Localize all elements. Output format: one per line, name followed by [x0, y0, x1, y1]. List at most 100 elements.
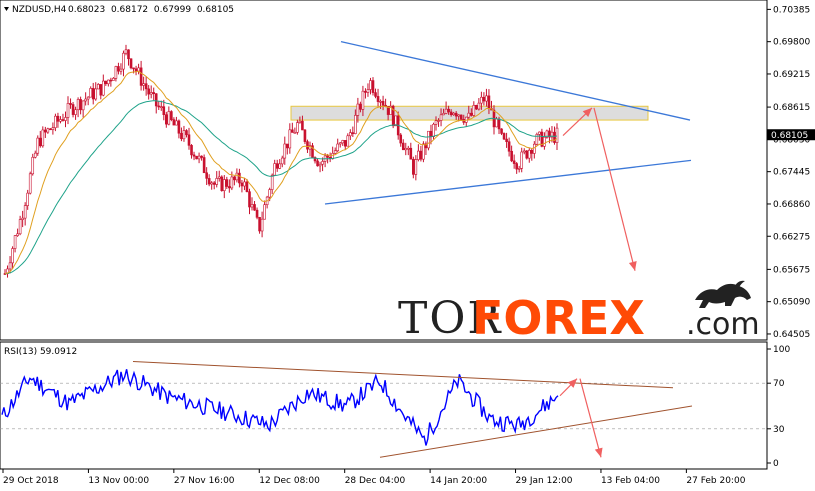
candle-body [311, 145, 314, 158]
candle-body [338, 142, 342, 145]
candle-body [406, 147, 410, 150]
candle-body [170, 111, 173, 120]
candle-body [180, 132, 183, 140]
candle-body [316, 160, 319, 167]
time-tick-label: 27 Nov 16:00 [174, 476, 235, 486]
candle-body [230, 176, 234, 189]
candle-body [49, 128, 52, 131]
bull-icon [695, 280, 751, 308]
torforex-logo: TOR FOREX .com [398, 280, 760, 345]
candle-body [412, 158, 415, 175]
candle-body [480, 96, 483, 104]
candle-body [66, 103, 70, 118]
candle-body [525, 150, 529, 159]
candle-body [318, 163, 322, 167]
candle-body [31, 156, 35, 175]
time-tick-label: 28 Dec 04:00 [345, 476, 406, 486]
candle-body [548, 130, 551, 138]
candle-body [215, 178, 219, 185]
candle-body [439, 114, 443, 121]
candle-body [16, 233, 19, 236]
price-tick-label: 0.69800 [773, 38, 810, 48]
candle-body [533, 143, 536, 154]
candle-body [235, 172, 239, 181]
candle-body [369, 80, 372, 90]
candle-body [195, 155, 198, 160]
candle-body [434, 120, 438, 125]
candle-body [356, 103, 360, 116]
candle-body [46, 128, 50, 133]
logo-com-text: .com [686, 307, 760, 342]
candle-body [502, 133, 506, 140]
candle-body [59, 119, 62, 122]
candle-body [371, 80, 375, 93]
candle-body [109, 79, 113, 82]
candle-body [286, 143, 289, 149]
candle-body [210, 182, 213, 185]
candle-body [475, 105, 478, 110]
candle-body [8, 262, 12, 270]
candle-body [200, 155, 203, 158]
candle-body [76, 99, 80, 111]
moving-average-fast [4, 70, 558, 275]
candle-body [260, 218, 264, 232]
candle-body [28, 173, 32, 194]
candle-body [159, 106, 163, 108]
candle-body [250, 204, 254, 208]
candle-body [149, 92, 153, 95]
candle-body [343, 140, 347, 147]
time-tick-label: 27 Feb 20:00 [686, 476, 745, 486]
time-tick-label: 12 Dec 08:00 [259, 476, 320, 486]
candle-body [278, 163, 282, 169]
current-price-value: 0.68105 [771, 131, 808, 141]
candle-body [477, 102, 481, 110]
candle-body [424, 143, 428, 149]
candle-body [144, 83, 148, 90]
candle-body [505, 138, 508, 143]
candle-body [86, 96, 90, 100]
candle-body [182, 130, 186, 140]
forecast-arrowhead [628, 261, 637, 271]
forecast-arrowhead [582, 107, 592, 118]
rsi-lower-trendline [379, 405, 693, 458]
candle-body [41, 129, 45, 147]
forecast-arrows [562, 107, 637, 271]
candle-body [507, 141, 511, 152]
candle-body [459, 114, 463, 120]
candle-body [258, 217, 261, 232]
candle-body [81, 100, 85, 111]
candle-body [452, 112, 455, 116]
candle-body [107, 79, 110, 85]
candle-body [444, 108, 448, 114]
forecast-arrowhead [594, 447, 603, 458]
candle-body [255, 209, 259, 218]
rsi-axis: 100 70 30 0 [767, 345, 790, 469]
time-tick-label: 29 Jan 12:00 [516, 476, 573, 486]
candle-body [157, 105, 161, 108]
candle-body [124, 49, 128, 54]
candle-body [349, 132, 352, 137]
candle-body [217, 176, 221, 179]
candle-body [185, 130, 188, 136]
candle-body [275, 163, 279, 169]
candle-body [359, 103, 362, 110]
price-tick-label: 0.65675 [773, 265, 810, 275]
candle-body [33, 152, 37, 158]
candle-body [74, 109, 77, 115]
candle-body [91, 88, 95, 100]
candle-body [512, 160, 516, 164]
collapse-arrow-icon[interactable] [4, 7, 9, 11]
rsi-line [1, 369, 559, 446]
candle-body [26, 192, 29, 206]
chart-header: NZDUSD,H4 0.68023 0.68172 0.67999 0.6810… [4, 5, 234, 15]
candle-body [447, 108, 450, 113]
candle-body [197, 155, 201, 160]
candle-body [419, 150, 423, 160]
price-tick-label: 0.67445 [773, 168, 810, 178]
candle-body [497, 118, 501, 130]
candle-body [222, 179, 226, 191]
candle-body [283, 143, 287, 159]
candle-body [71, 104, 75, 115]
candle-body [321, 161, 324, 165]
